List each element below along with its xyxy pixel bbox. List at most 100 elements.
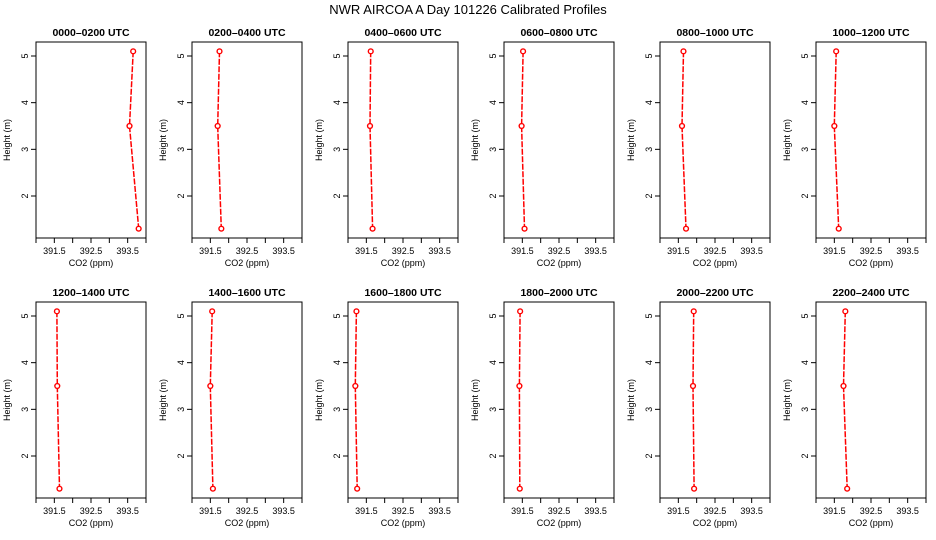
x-axis-label: CO2 (ppm): [381, 518, 426, 528]
y-tick-label: 4: [20, 100, 30, 105]
plot-frame: [347, 301, 459, 499]
x-tick-label: 393.5: [428, 246, 451, 256]
y-tick-label: 3: [332, 147, 342, 152]
profile-point: [216, 48, 223, 55]
y-tick-label: 5: [20, 53, 30, 58]
y-tick-label: 4: [488, 100, 498, 105]
profile-point: [207, 382, 214, 390]
x-tick-label: 392.5: [236, 506, 259, 516]
plot-frame: [815, 41, 927, 239]
profile-line: [354, 311, 358, 489]
x-tick-label: 393.5: [896, 506, 919, 516]
profile-point: [678, 122, 686, 130]
profile-point: [519, 48, 527, 55]
profile-line: [520, 51, 526, 229]
x-tick-label: 391.5: [511, 246, 534, 256]
x-axis-label: CO2 (ppm): [537, 258, 582, 268]
profile-point: [366, 122, 374, 130]
profile-point: [689, 382, 697, 390]
y-tick-label: 3: [644, 407, 654, 412]
panel-title: 1800–2000 UTC: [520, 287, 597, 299]
y-tick-label: 2: [644, 453, 654, 458]
x-axis-label: CO2 (ppm): [849, 518, 894, 528]
figure-title: NWR AIRCOA A Day 101226 Calibrated Profi…: [329, 2, 607, 17]
y-tick-label: 4: [644, 360, 654, 365]
panel-title: 1000–1200 UTC: [832, 27, 909, 39]
x-tick-label: 393.5: [116, 506, 139, 516]
x-tick-label: 393.5: [896, 246, 919, 256]
y-tick-label: 2: [488, 193, 498, 198]
profile-point: [53, 308, 61, 315]
plot-frame: [503, 41, 615, 239]
profile-line: [216, 51, 223, 229]
y-tick-label: 4: [332, 360, 342, 365]
profile-point: [354, 485, 361, 492]
y-axis-label: Height (m): [470, 119, 480, 161]
y-tick-label: 2: [176, 453, 186, 458]
y-tick-label: 5: [20, 313, 30, 318]
profile-point: [367, 48, 374, 55]
y-axis-label: Height (m): [2, 119, 12, 161]
x-tick-label: 391.5: [823, 506, 846, 516]
x-tick-label: 391.5: [823, 246, 846, 256]
plot-frame: [35, 301, 147, 499]
x-tick-label: 393.5: [116, 246, 139, 256]
y-tick-label: 3: [20, 147, 30, 152]
x-tick-label: 393.5: [740, 246, 763, 256]
profile-line: [692, 311, 695, 489]
profile-point: [690, 308, 697, 315]
panel-title: 1600–1800 UTC: [364, 287, 441, 299]
panel-title: 0200–0400 UTC: [208, 27, 285, 39]
y-axis-label: Height (m): [470, 379, 480, 421]
x-axis-label: CO2 (ppm): [693, 258, 738, 268]
x-tick-label: 392.5: [392, 506, 415, 516]
panel-title: 0600–0800 UTC: [520, 27, 597, 39]
y-tick-label: 4: [488, 360, 498, 365]
plot-frame: [815, 301, 927, 499]
x-tick-label: 393.5: [428, 506, 451, 516]
x-tick-label: 392.5: [80, 246, 103, 256]
profile-line: [209, 311, 214, 489]
x-axis-label: CO2 (ppm): [69, 258, 114, 268]
x-tick-label: 391.5: [199, 246, 222, 256]
x-axis-label: CO2 (ppm): [849, 258, 894, 268]
x-tick-label: 392.5: [704, 246, 727, 256]
x-tick-label: 393.5: [584, 506, 607, 516]
x-axis-label: CO2 (ppm): [225, 518, 270, 528]
y-tick-label: 4: [644, 100, 654, 105]
profile-point: [135, 225, 142, 232]
y-tick-label: 2: [800, 193, 810, 198]
profile-line: [681, 51, 687, 229]
plot-frame: [35, 41, 147, 239]
panel-title: 0400–0600 UTC: [364, 27, 441, 39]
profile-point: [516, 382, 523, 390]
profile-point: [126, 122, 133, 130]
y-tick-label: 3: [176, 147, 186, 152]
x-tick-label: 392.5: [704, 506, 727, 516]
profile-point: [214, 122, 221, 130]
x-tick-label: 392.5: [860, 246, 883, 256]
y-tick-label: 5: [176, 313, 186, 318]
x-tick-label: 393.5: [584, 246, 607, 256]
y-tick-label: 3: [644, 147, 654, 152]
y-tick-label: 2: [488, 453, 498, 458]
x-tick-label: 393.5: [740, 506, 763, 516]
x-axis-label: CO2 (ppm): [69, 518, 114, 528]
profile-point: [369, 225, 376, 232]
y-axis-label: Height (m): [158, 379, 168, 421]
y-tick-label: 5: [644, 313, 654, 318]
plot-frame: [347, 41, 459, 239]
profile-point: [831, 122, 838, 130]
profile-point: [833, 48, 840, 55]
y-tick-label: 2: [332, 193, 342, 198]
profile-point: [842, 308, 849, 315]
x-axis-label: CO2 (ppm): [225, 258, 270, 268]
y-tick-label: 4: [20, 360, 30, 365]
